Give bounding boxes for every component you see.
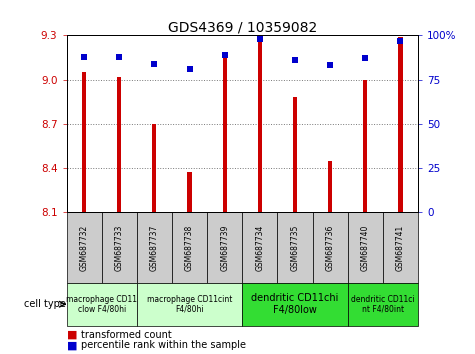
Bar <box>328 161 332 212</box>
Text: GSM687732: GSM687732 <box>80 224 88 270</box>
Text: ■: ■ <box>66 340 77 350</box>
Text: ■: ■ <box>66 330 77 339</box>
Bar <box>348 283 418 326</box>
Bar <box>242 283 348 326</box>
Text: GSM687739: GSM687739 <box>220 224 229 270</box>
Bar <box>102 212 137 283</box>
Bar <box>172 212 207 283</box>
Text: GSM687734: GSM687734 <box>256 224 264 270</box>
Bar <box>82 72 86 212</box>
Text: GSM687741: GSM687741 <box>396 224 405 270</box>
Bar <box>399 37 402 212</box>
Bar <box>137 212 172 283</box>
Text: macrophage CD11cint
F4/80hi: macrophage CD11cint F4/80hi <box>147 295 232 314</box>
Bar <box>66 283 137 326</box>
Bar <box>363 80 367 212</box>
Bar <box>383 212 418 283</box>
Bar <box>117 76 121 212</box>
Text: dendritic CD11chi
F4/80low: dendritic CD11chi F4/80low <box>251 293 339 315</box>
Text: GSM687738: GSM687738 <box>185 224 194 270</box>
Text: GSM687735: GSM687735 <box>291 224 299 270</box>
Bar <box>223 53 227 212</box>
Bar <box>66 212 102 283</box>
Title: GDS4369 / 10359082: GDS4369 / 10359082 <box>168 20 317 34</box>
Bar <box>207 212 242 283</box>
Text: macrophage CD11
clow F4/80hi: macrophage CD11 clow F4/80hi <box>66 295 137 314</box>
Text: GSM687740: GSM687740 <box>361 224 370 270</box>
Bar <box>188 172 191 212</box>
Text: GSM687736: GSM687736 <box>326 224 334 270</box>
Text: dendritic CD11ci
nt F4/80int: dendritic CD11ci nt F4/80int <box>351 295 415 314</box>
Bar <box>242 212 277 283</box>
Bar <box>258 37 262 212</box>
Bar <box>152 124 156 212</box>
Bar <box>137 283 242 326</box>
Text: GSM687733: GSM687733 <box>115 224 124 270</box>
Text: percentile rank within the sample: percentile rank within the sample <box>81 340 246 350</box>
Text: cell type: cell type <box>24 299 66 309</box>
Text: GSM687737: GSM687737 <box>150 224 159 270</box>
Text: transformed count: transformed count <box>81 330 171 339</box>
Bar <box>277 212 313 283</box>
Bar <box>313 212 348 283</box>
Bar <box>348 212 383 283</box>
Bar <box>293 97 297 212</box>
